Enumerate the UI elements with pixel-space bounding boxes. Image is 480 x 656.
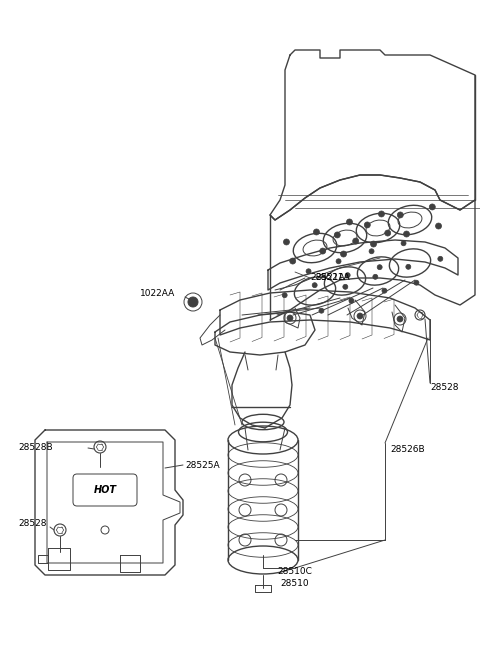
- Circle shape: [349, 298, 354, 303]
- Text: 28521A: 28521A: [315, 274, 349, 283]
- Circle shape: [343, 284, 348, 289]
- Circle shape: [357, 313, 363, 319]
- Text: 28528: 28528: [430, 384, 458, 392]
- Circle shape: [406, 264, 411, 270]
- Text: 28528: 28528: [18, 520, 47, 529]
- Text: 28510: 28510: [281, 579, 309, 588]
- Circle shape: [364, 222, 370, 228]
- Circle shape: [373, 274, 378, 279]
- Circle shape: [377, 264, 382, 270]
- Circle shape: [319, 308, 324, 313]
- Text: 28521A: 28521A: [310, 274, 345, 283]
- Circle shape: [384, 230, 391, 236]
- Circle shape: [345, 273, 350, 277]
- Circle shape: [290, 258, 296, 264]
- Circle shape: [435, 223, 442, 229]
- Circle shape: [347, 219, 352, 225]
- Circle shape: [378, 211, 384, 217]
- Text: HOT: HOT: [94, 485, 117, 495]
- Circle shape: [313, 229, 320, 235]
- Circle shape: [312, 283, 317, 288]
- Text: 28525A: 28525A: [185, 461, 220, 470]
- Circle shape: [284, 239, 289, 245]
- Circle shape: [336, 258, 341, 264]
- Text: 28528B: 28528B: [18, 443, 53, 453]
- Text: 28510C: 28510C: [277, 567, 312, 577]
- Circle shape: [320, 248, 326, 254]
- Circle shape: [429, 204, 435, 210]
- Circle shape: [438, 256, 443, 261]
- Circle shape: [397, 316, 403, 322]
- Circle shape: [188, 297, 198, 307]
- Circle shape: [334, 232, 340, 238]
- Text: 28526B: 28526B: [390, 445, 425, 455]
- Circle shape: [404, 231, 409, 237]
- Circle shape: [353, 238, 359, 244]
- Circle shape: [401, 241, 406, 246]
- Circle shape: [369, 249, 374, 254]
- Circle shape: [414, 280, 419, 285]
- Text: 1022AA: 1022AA: [140, 289, 175, 298]
- Circle shape: [306, 269, 311, 274]
- Circle shape: [282, 293, 287, 298]
- Circle shape: [371, 241, 376, 247]
- Circle shape: [287, 315, 293, 321]
- Circle shape: [382, 288, 387, 293]
- Circle shape: [340, 251, 347, 257]
- Circle shape: [397, 212, 403, 218]
